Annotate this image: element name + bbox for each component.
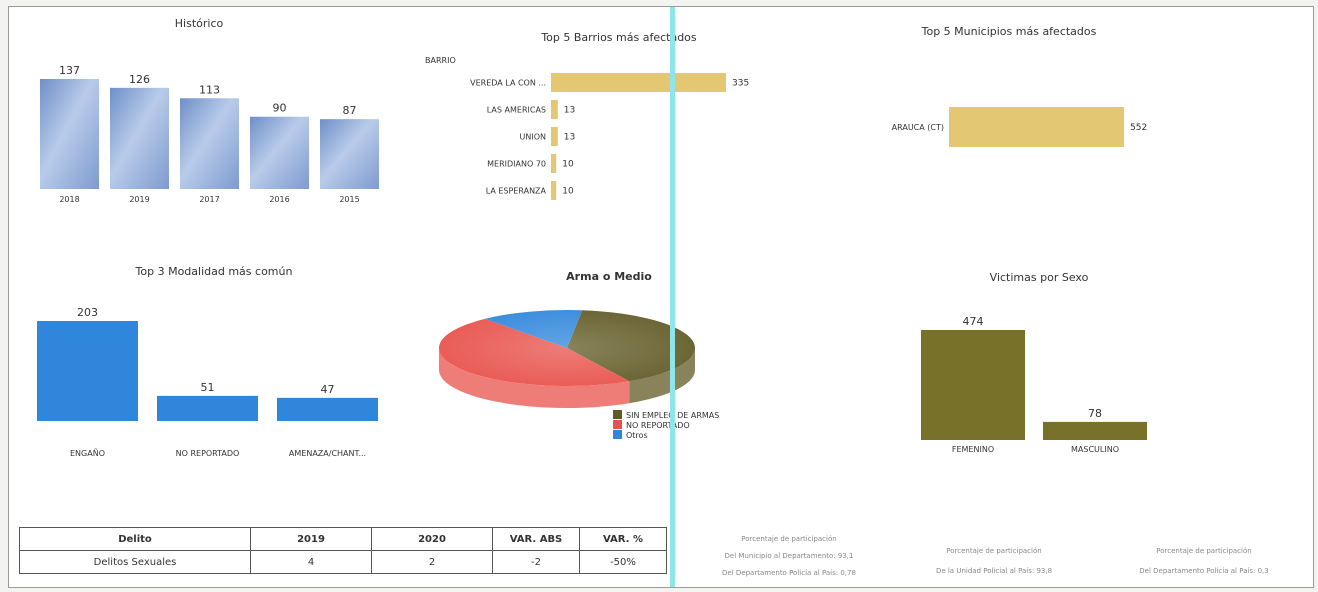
data-label: 10 (562, 160, 574, 170)
pie-slice-side (629, 348, 695, 404)
modalidad-chart: 203 ENGAÑO 51 NO REPORTADO 47 AMENAZA/CHANT..… (37, 306, 378, 458)
data-label: 90 (273, 102, 287, 115)
table-header-cell: VAR. % (579, 527, 667, 551)
category-label: UNION (520, 133, 546, 142)
category-label: 2018 (59, 195, 79, 204)
data-label: 552 (1130, 123, 1147, 133)
category-label: 2016 (269, 195, 289, 204)
bar (110, 87, 169, 189)
table-header-cell: Delito (19, 527, 251, 551)
table-cell: 4 (250, 550, 372, 574)
category-label: ARAUCA (CT) (892, 123, 944, 132)
category-label: LA ESPERANZA (486, 187, 547, 196)
table-header-cell: 2019 (250, 527, 372, 551)
data-label: 474 (963, 315, 984, 328)
dashboard: Histórico Top 5 Barrios más afectados To… (8, 6, 1314, 588)
participation-note-2: Porcentaje de participación De la Unidad… (914, 547, 1074, 575)
data-label: 113 (199, 83, 220, 96)
bar (320, 119, 379, 189)
table-cell: -2 (492, 550, 580, 574)
table-header-cell: VAR. ABS (492, 527, 580, 551)
participation-note-3: Porcentaje de participación Del Departam… (1119, 547, 1289, 575)
bar (250, 116, 309, 189)
legend-swatch (613, 430, 622, 439)
municipios-chart: ARAUCA (CT) 552 (892, 107, 1147, 147)
category-label: FEMENINO (952, 445, 994, 454)
modalidad-title: Top 3 Modalidad más común (135, 265, 293, 278)
bar (949, 107, 1124, 147)
category-label: AMENAZA/CHANT... (289, 449, 366, 458)
table-cell: Delitos Sexuales (19, 550, 251, 574)
pie-slice-side (439, 348, 630, 408)
bar (157, 395, 258, 421)
bar (551, 100, 558, 119)
category-label: 2015 (339, 195, 359, 204)
data-label: 78 (1088, 407, 1102, 420)
bar (40, 79, 99, 189)
bar (551, 127, 558, 146)
divider-line (670, 7, 675, 587)
data-label: 203 (77, 306, 98, 319)
bar (37, 321, 138, 421)
charts-canvas: 137 2018 126 2019 113 2017 90 2016 87 2015 BARRIO… (37, 56, 1147, 458)
legend-label: Otros (626, 431, 648, 440)
category-label: 2019 (129, 195, 149, 204)
note-title: Porcentaje de participación (741, 535, 837, 543)
legend-label: NO REPORTADO (626, 421, 690, 430)
category-label: ENGAÑO (70, 448, 105, 458)
historico-title: Histórico (174, 17, 224, 30)
arma-title: Arma o Medio (566, 270, 652, 283)
table-row: Delitos Sexuales 4 2 -2 -50% (19, 550, 667, 574)
data-label: 13 (564, 133, 575, 143)
data-label: 51 (201, 381, 215, 394)
summary-table: Delito 2019 2020 VAR. ABS VAR. % Delitos… (19, 527, 667, 574)
category-label: VEREDA LA CON ... (470, 79, 546, 88)
barrios-title: Top 5 Barrios más afectados (541, 31, 697, 44)
bar (277, 397, 378, 421)
data-label: 126 (129, 73, 150, 86)
data-label: 13 (564, 106, 575, 116)
data-label: 87 (343, 104, 357, 117)
victimas-chart: 474 FEMENINO 78 MASCULINO (921, 315, 1147, 454)
victimas-title: Victimas por Sexo (989, 271, 1089, 284)
category-label: 2017 (199, 195, 219, 204)
category-label: NO REPORTADO (176, 449, 240, 458)
table-header-cell: 2020 (371, 527, 493, 551)
note-line: De la Unidad Policial al País: 93,8 (935, 567, 1053, 575)
municipios-title: Top 5 Municipios más afectados (921, 25, 1097, 38)
pie-highlight (439, 310, 695, 386)
table-header-row: Delito 2019 2020 VAR. ABS VAR. % (19, 527, 667, 551)
data-label: 137 (59, 64, 80, 77)
note-line: Del Municipio al Departamento: 93,1 (724, 552, 854, 560)
note-line: Del Departamento Policía al País: 0,78 (722, 569, 856, 577)
bar (180, 98, 239, 189)
barrios-chart: BARRIO VEREDA LA CON ... 335 LAS AMERICAS 13… (425, 56, 749, 200)
bar (551, 154, 557, 173)
data-label: 335 (732, 79, 749, 89)
bar (1043, 421, 1147, 440)
table-cell: 2 (371, 550, 493, 574)
data-label: 47 (321, 383, 335, 396)
bar (551, 181, 557, 200)
note-line: Del Departamento Policía al País: 0,3 (1139, 567, 1269, 575)
category-label: MASCULINO (1071, 445, 1119, 454)
table-cell: -50% (579, 550, 667, 574)
note-title: Porcentaje de participación (946, 547, 1042, 555)
legend-swatch (613, 420, 622, 429)
bar (551, 73, 726, 92)
participation-note-1: Porcentaje de participación Del Municipi… (669, 535, 909, 577)
bar (921, 330, 1025, 440)
data-label: 10 (562, 187, 574, 197)
axis-label: BARRIO (425, 56, 456, 65)
category-label: MERIDIANO 70 (487, 160, 546, 169)
historico-chart: 137 2018 126 2019 113 2017 90 2016 87 2015 (40, 64, 379, 204)
category-label: LAS AMERICAS (487, 106, 546, 115)
note-title: Porcentaje de participación (1156, 547, 1252, 555)
legend-swatch (613, 410, 622, 419)
